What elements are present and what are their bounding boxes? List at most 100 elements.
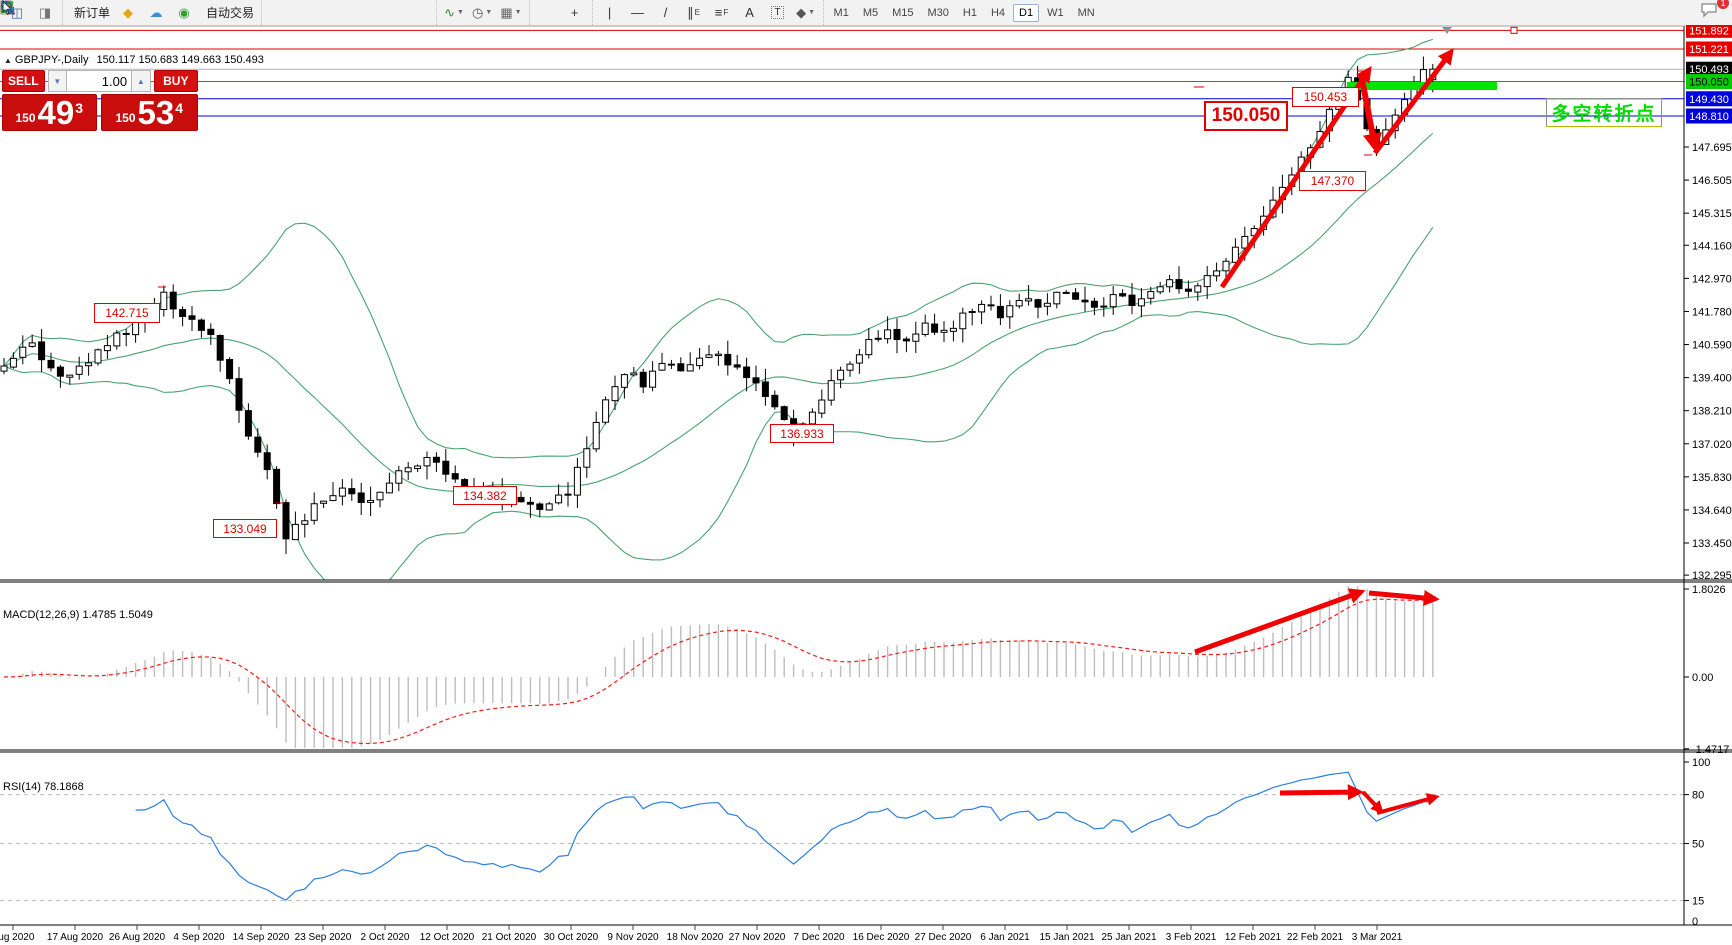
toolbar-group: ◫ ◨: [0, 0, 62, 25]
rsi-trend-arrow[interactable]: [1361, 790, 1384, 814]
main-trend-arrow[interactable]: [1373, 48, 1454, 155]
svg-text:0: 0: [1692, 916, 1698, 928]
channel-icon[interactable]: ∥ E: [687, 5, 700, 20]
volume-increase-button[interactable]: ▲: [131, 70, 151, 92]
svg-text:26 Aug 2020: 26 Aug 2020: [109, 932, 166, 943]
vertical-line-icon[interactable]: |: [607, 5, 612, 20]
price-annotation-label[interactable]: 150.453: [1292, 87, 1359, 107]
svg-text:100: 100: [1692, 757, 1710, 769]
svg-text:146.505: 146.505: [1692, 175, 1732, 187]
shift-marker-icon: [1442, 27, 1452, 34]
svg-text:1.8026: 1.8026: [1692, 584, 1726, 596]
buy-button[interactable]: BUY: [153, 70, 198, 92]
svg-text:149.430: 149.430: [1689, 94, 1729, 106]
text-icon[interactable]: A: [745, 5, 754, 20]
macd-indicator-label: MACD(12,26,9) 1.4785 1.5049: [3, 609, 153, 621]
price-annotation-label[interactable]: 134.382: [453, 486, 517, 505]
timeframe-h1[interactable]: H1: [962, 6, 977, 19]
timeframe-m30[interactable]: M30: [927, 6, 949, 19]
candlesticks: [0, 56, 1437, 555]
macd-trend-arrow[interactable]: [1194, 588, 1366, 655]
cursor-icon[interactable]: [2, 0, 560, 24]
line-chart-type-icon[interactable]: [0, 1, 348, 24]
template-icon[interactable]: ▦ ▼: [500, 5, 522, 20]
buy-price-pips: 53: [137, 94, 175, 131]
crosshair-icon[interactable]: +: [570, 5, 579, 20]
price-annotation-label[interactable]: 147.370: [1299, 171, 1366, 191]
collapse-icon[interactable]: ▲: [4, 56, 12, 65]
toolbar-group: +-: [0, 0, 436, 25]
bar-chart-type-icon[interactable]: [1, 1, 292, 24]
fibonacci-icon[interactable]: ≡ F: [714, 5, 729, 20]
timeframe-m1[interactable]: M1: [833, 6, 849, 19]
signals-icon[interactable]: ◉: [178, 5, 190, 20]
macd-trend-arrow[interactable]: [1368, 590, 1440, 606]
svg-text:148.810: 148.810: [1689, 111, 1729, 123]
price-annotation-label[interactable]: 150.050: [1204, 101, 1288, 131]
tile-windows-icon[interactable]: [1, 1, 432, 24]
svg-text:25 Jan 2021: 25 Jan 2021: [1101, 932, 1156, 943]
rsi-indicator-label: RSI(14) 78.1868: [3, 781, 84, 793]
new-order-button[interactable]: 新订单: [0, 0, 113, 24]
notification-badge: 1: [1717, 0, 1729, 9]
timeframe-m15[interactable]: M15: [892, 6, 914, 19]
svg-text:23 Sep 2020: 23 Sep 2020: [295, 932, 352, 943]
period-icon[interactable]: ◷ ▼: [472, 5, 493, 20]
notifications-icon[interactable]: 1: [1699, 0, 1729, 24]
svg-text:14 Sep 2020: 14 Sep 2020: [233, 932, 290, 943]
candle-chart-type-icon[interactable]: [1, 1, 320, 24]
timeframe-d1[interactable]: D1: [1013, 3, 1040, 22]
profiles-icon[interactable]: ◨: [38, 5, 52, 20]
zoom-out-icon[interactable]: -: [0, 0, 404, 24]
sell-button[interactable]: SELL: [2, 70, 45, 92]
bull-bear-turning-point-note[interactable]: 多空转折点: [1546, 98, 1662, 127]
sell-price-display[interactable]: 150 49 3: [2, 94, 97, 131]
price-annotation-label[interactable]: 136.933: [770, 424, 834, 443]
zoom-in-icon[interactable]: +: [0, 0, 376, 24]
svg-text:12 Oct 2020: 12 Oct 2020: [420, 932, 475, 943]
autotrade-button[interactable]: 自动交易: [0, 1, 257, 24]
volume-input[interactable]: [67, 70, 132, 92]
price-annotation-label[interactable]: 133.049: [213, 519, 277, 538]
buy-price-big-figure: 150: [115, 111, 136, 125]
svg-text:140.590: 140.590: [1692, 340, 1732, 352]
timeframe-w1[interactable]: W1: [1047, 6, 1064, 19]
main-toolbar: ◫◨新订单◆☁◉自动交易+-∿▼◷▼▦▼+|—/∥E≡FAT◆▼M1M5M15M…: [0, 0, 1732, 26]
sell-price-pips: 49: [37, 94, 75, 131]
sell-price-big-figure: 150: [15, 111, 36, 125]
toolbar-group: | — / ∥ E ≡ F A T ◆ ▼: [591, 0, 823, 25]
indicators-icon[interactable]: ∿ ▼: [444, 5, 464, 20]
svg-text:21 Oct 2020: 21 Oct 2020: [482, 932, 537, 943]
timeframe-mn[interactable]: MN: [1077, 6, 1095, 19]
buy-price-display[interactable]: 150 53 4: [100, 94, 198, 131]
horizontal-line-icon[interactable]: —: [631, 5, 645, 20]
symbol-period-label: GBPJPY-,Daily: [14, 54, 89, 66]
rsi-trend-arrow[interactable]: [1376, 793, 1440, 815]
rsi-trend-arrow[interactable]: [1279, 784, 1364, 801]
chart-area[interactable]: 151.892 151.221 150.493 150.050 149.430 148.8…: [0, 25, 1732, 945]
svg-text:6 Jan 2021: 6 Jan 2021: [980, 932, 1030, 943]
chart-canvas[interactable]: 151.892151.221150.493150.050149.430148.8…: [0, 25, 1732, 945]
timeframe-h4[interactable]: H4: [990, 6, 1006, 19]
timeframe-m5[interactable]: M5: [862, 6, 879, 19]
new-chart-icon[interactable]: ◫: [10, 5, 24, 20]
price-annotation-label[interactable]: 142.715: [94, 303, 160, 323]
text-label-icon[interactable]: T: [765, 1, 791, 24]
volume-decrease-button[interactable]: ▼: [47, 70, 68, 92]
svg-text:0.00: 0.00: [1692, 672, 1713, 684]
market-icon[interactable]: ◆: [123, 5, 134, 20]
svg-text:27 Dec 2020: 27 Dec 2020: [915, 932, 972, 943]
triangle-up-icon: ▲: [136, 76, 145, 86]
community-icon[interactable]: ☁: [149, 5, 163, 20]
macd-panel: [3, 586, 1434, 748]
svg-text:18 Nov 2020: 18 Nov 2020: [667, 932, 724, 943]
trendline-icon[interactable]: /: [663, 5, 668, 20]
search-icon[interactable]: [1, 1, 1690, 24]
arrows-icon[interactable]: ◆ ▼: [796, 5, 816, 20]
main-trend-arrow[interactable]: [1358, 73, 1382, 153]
svg-text:141.780: 141.780: [1692, 306, 1732, 318]
svg-text:16 Dec 2020: 16 Dec 2020: [853, 932, 910, 943]
svg-text:12 Feb 2021: 12 Feb 2021: [1225, 932, 1282, 943]
rsi-panel: [0, 771, 1684, 902]
